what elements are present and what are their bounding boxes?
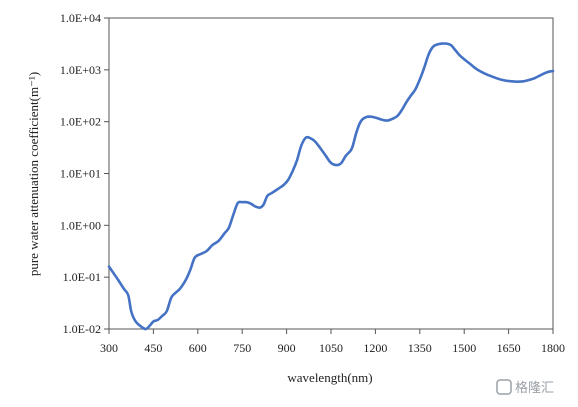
x-tick-label: 750 <box>233 341 251 355</box>
x-tick-label: 1200 <box>363 341 387 355</box>
x-tick-label: 1500 <box>452 341 476 355</box>
watermark: 格隆汇 <box>496 379 554 396</box>
y-tick-label: 1.0E+00 <box>60 218 101 232</box>
attenuation-series-line <box>107 42 555 331</box>
y-tick-label: 1.0E-02 <box>63 322 101 336</box>
watermark-logo-icon <box>496 379 512 395</box>
y-tick-label: 1.0E+01 <box>60 167 101 181</box>
x-tick-label: 1350 <box>408 341 432 355</box>
y-tick-label: 1.0E+04 <box>60 11 101 25</box>
y-tick-label: 1.0E-01 <box>63 270 101 284</box>
y-tick-label: 1.0E+03 <box>60 63 101 77</box>
x-tick-label: 1050 <box>319 341 343 355</box>
x-axis-label: wavelength(nm) <box>287 370 372 385</box>
x-tick-label: 1800 <box>541 341 565 355</box>
x-tick-label: 1650 <box>497 341 521 355</box>
plot-border <box>108 17 554 330</box>
plot-area <box>108 17 554 330</box>
x-axis: 300 450 600 750 900 1050 1200 1350 1500 1650 1800 <box>100 329 565 355</box>
x-tick-label: 600 <box>189 341 207 355</box>
x-tick-label: 450 <box>144 341 162 355</box>
watermark-text: 格隆汇 <box>515 380 554 396</box>
y-tick-label: 1.0E+02 <box>60 115 101 129</box>
y-axis: 1.0E-02 1.0E-01 1.0E+00 1.0E+01 1.0E+02 1.0E+… <box>60 11 109 336</box>
y-axis-label: pure water attenuation coefficient(m⁻¹) <box>26 72 41 276</box>
x-tick-label: 900 <box>278 341 296 355</box>
x-tick-label: 300 <box>100 341 118 355</box>
